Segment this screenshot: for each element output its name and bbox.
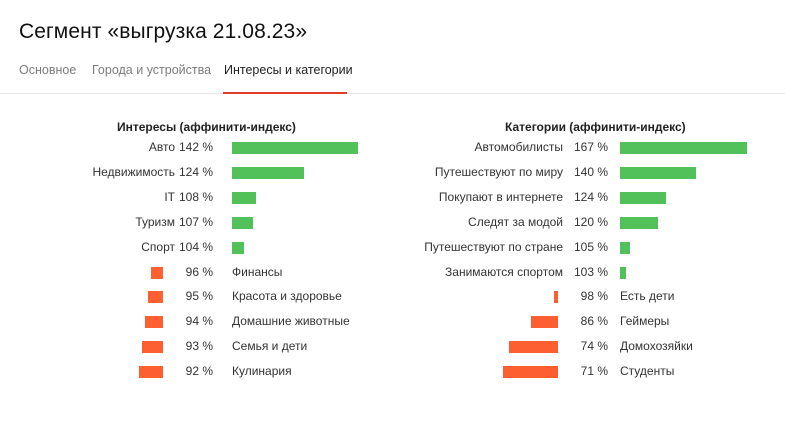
categories-category-label: Есть дети [620,289,675,304]
categories-bar [531,316,558,329]
interests-bar [232,241,244,254]
categories-pct-label: 103 % [573,264,608,279]
interests-category-label: Финансы [232,264,283,279]
categories-pct-label: 74 % [580,339,608,354]
interests-category-label: Кулинария [232,364,292,379]
categories-bar [554,291,558,304]
categories-pct-label: 98 % [580,289,608,304]
interests-pct-label: 124 % [178,164,213,179]
interests-category-label: IT [164,189,175,204]
interests-pct-label: 93 % [185,339,213,354]
categories-bar [508,341,558,354]
categories-chart-title: Категории (аффинити-индекс) [505,120,686,134]
categories-pct-label: 86 % [580,314,608,329]
interests-pct-label: 107 % [178,214,213,229]
categories-pct-label: 71 % [580,364,608,379]
interests-category-label: Спорт [141,239,175,254]
interests-bar [232,166,304,179]
categories-bar [620,191,666,204]
interests-bar [142,341,163,354]
categories-category-label: Домохозяйки [620,339,693,354]
interests-bar [145,316,163,329]
categories-category-label: Геймеры [620,314,670,329]
interests-bar [151,266,163,279]
interests-pct-label: 104 % [178,239,213,254]
interests-pct-label: 108 % [178,189,213,204]
interests-pct-label: 92 % [185,364,213,379]
tab-cities-devices[interactable]: Города и устройства [92,63,212,77]
categories-category-label: Студенты [620,364,675,379]
categories-bar [620,241,630,254]
interests-category-label: Домашние животные [232,314,350,329]
categories-pct-label: 124 % [573,189,608,204]
interests-category-label: Авто [148,140,175,154]
tab-main[interactable]: Основное [19,63,77,77]
interests-chart-title: Интересы (аффинити-индекс) [117,120,296,134]
categories-category-label: Путешествуют по миру [434,164,563,179]
interests-category-label: Недвижимость [92,164,175,179]
categories-bar [620,216,658,229]
tab-interests-categories[interactable]: Интересы и категории [224,63,353,77]
interests-category-label: Семья и дети [232,339,308,354]
interests-bar [139,366,163,379]
interests-pct-label: 94 % [185,314,213,329]
interests-pct-label: 142 % [178,140,213,154]
categories-pct-label: 167 % [573,140,608,154]
interests-bar [232,191,256,204]
tab-bar: Основное Города и устройства Интересы и … [0,58,785,94]
categories-category-label: Покупают в интернете [438,189,563,204]
categories-category-label: Путешествуют по стране [424,239,563,254]
categories-category-label: Автомобилисты [474,140,563,154]
interests-bar [232,216,253,229]
interests-pct-label: 96 % [185,264,213,279]
interests-bar [232,142,358,154]
interests-bar [148,291,163,304]
interests-category-label: Красота и здоровье [232,289,342,304]
categories-bar [620,266,626,279]
categories-bar [502,366,558,379]
page-title: Сегмент «выгрузка 21.08.23» [19,20,308,43]
categories-bar [620,166,696,179]
categories-bar [620,142,748,154]
categories-category-label: Следят за модой [468,214,563,229]
categories-category-label: Занимаются спортом [445,264,563,279]
categories-pct-label: 105 % [573,239,608,254]
categories-pct-label: 120 % [573,214,608,229]
categories-pct-label: 140 % [573,164,608,179]
interests-category-label: Туризм [135,214,175,229]
interests-pct-label: 95 % [185,289,213,304]
active-tab-indicator [223,92,347,94]
